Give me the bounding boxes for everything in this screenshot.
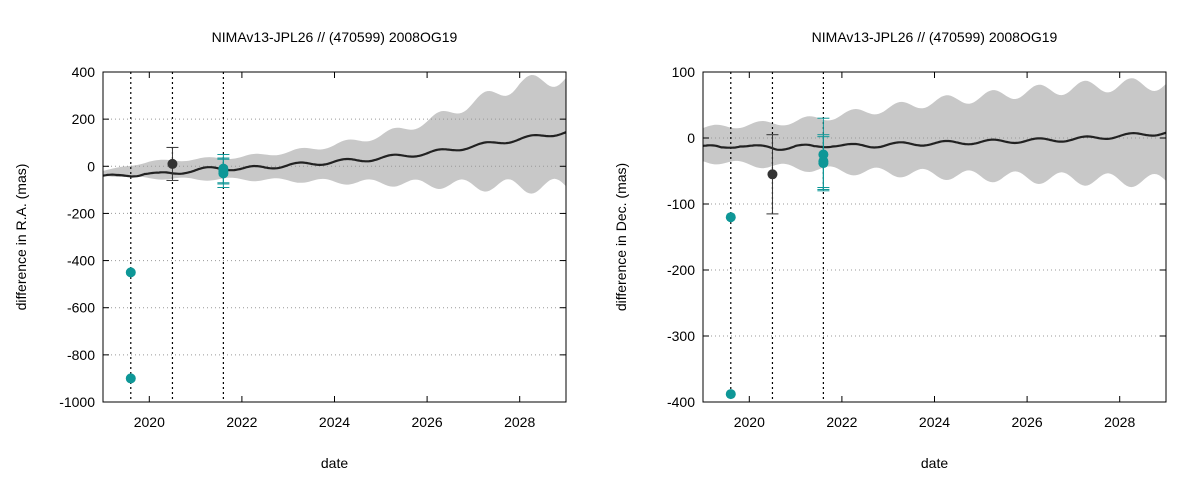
observation-point <box>818 158 829 169</box>
ra-difference-chart: NIMAv13-JPL26 // (470599) 2008OG19 -1000 -… <box>13 29 567 471</box>
y-tick-label: 0 <box>87 158 95 174</box>
chart-title: NIMAv13-JPL26 // (470599) 2008OG19 <box>212 29 458 45</box>
x-tick-label: 2026 <box>412 414 443 430</box>
x-axis-label: date <box>321 455 348 471</box>
y-tick-label: -100 <box>667 196 695 212</box>
observation-point <box>725 389 736 400</box>
y-tick-label: 100 <box>672 64 696 80</box>
y-tick-label: -400 <box>667 394 695 410</box>
y-tick-label: -200 <box>667 262 695 278</box>
observation-point <box>767 169 778 180</box>
x-tick-label: 2026 <box>1012 414 1043 430</box>
series-line <box>703 131 1166 151</box>
uncertainty-band <box>103 75 566 194</box>
y-tick-label: 400 <box>72 64 96 80</box>
y-tick-label: -600 <box>67 300 95 316</box>
x-tick-label: 2028 <box>1104 414 1135 430</box>
y-tick-label: -800 <box>67 347 95 363</box>
plot-frame <box>702 71 1167 403</box>
y-axis-label: difference in R.A. (mas) <box>13 164 29 311</box>
x-tick-label: 2022 <box>226 414 257 430</box>
observation-point <box>167 158 178 169</box>
y-tick-label: -200 <box>67 205 95 221</box>
x-tick-label: 2024 <box>919 414 950 430</box>
plot-frame <box>102 71 567 403</box>
x-tick-label: 2020 <box>734 414 765 430</box>
y-tick-label: 200 <box>72 111 96 127</box>
x-axis-label: date <box>921 455 948 471</box>
y-tick-label: -400 <box>67 253 95 269</box>
y-tick-label: 0 <box>687 130 695 146</box>
dec-difference-chart: NIMAv13-JPL26 // (470599) 2008OG19 -400 -3… <box>613 29 1167 471</box>
observation-point <box>725 212 736 223</box>
observation-point <box>218 168 229 179</box>
observation-point <box>125 373 136 384</box>
x-tick-label: 2020 <box>134 414 165 430</box>
x-tick-label: 2024 <box>319 414 350 430</box>
x-tick-label: 2022 <box>826 414 857 430</box>
y-axis-label: difference in Dec. (mas) <box>613 163 629 311</box>
series-line <box>103 131 566 178</box>
x-tick-label: 2028 <box>504 414 535 430</box>
chart-title: NIMAv13-JPL26 // (470599) 2008OG19 <box>812 29 1058 45</box>
y-tick-label: -300 <box>667 328 695 344</box>
observation-point <box>125 267 136 278</box>
y-tick-label: -1000 <box>59 394 95 410</box>
